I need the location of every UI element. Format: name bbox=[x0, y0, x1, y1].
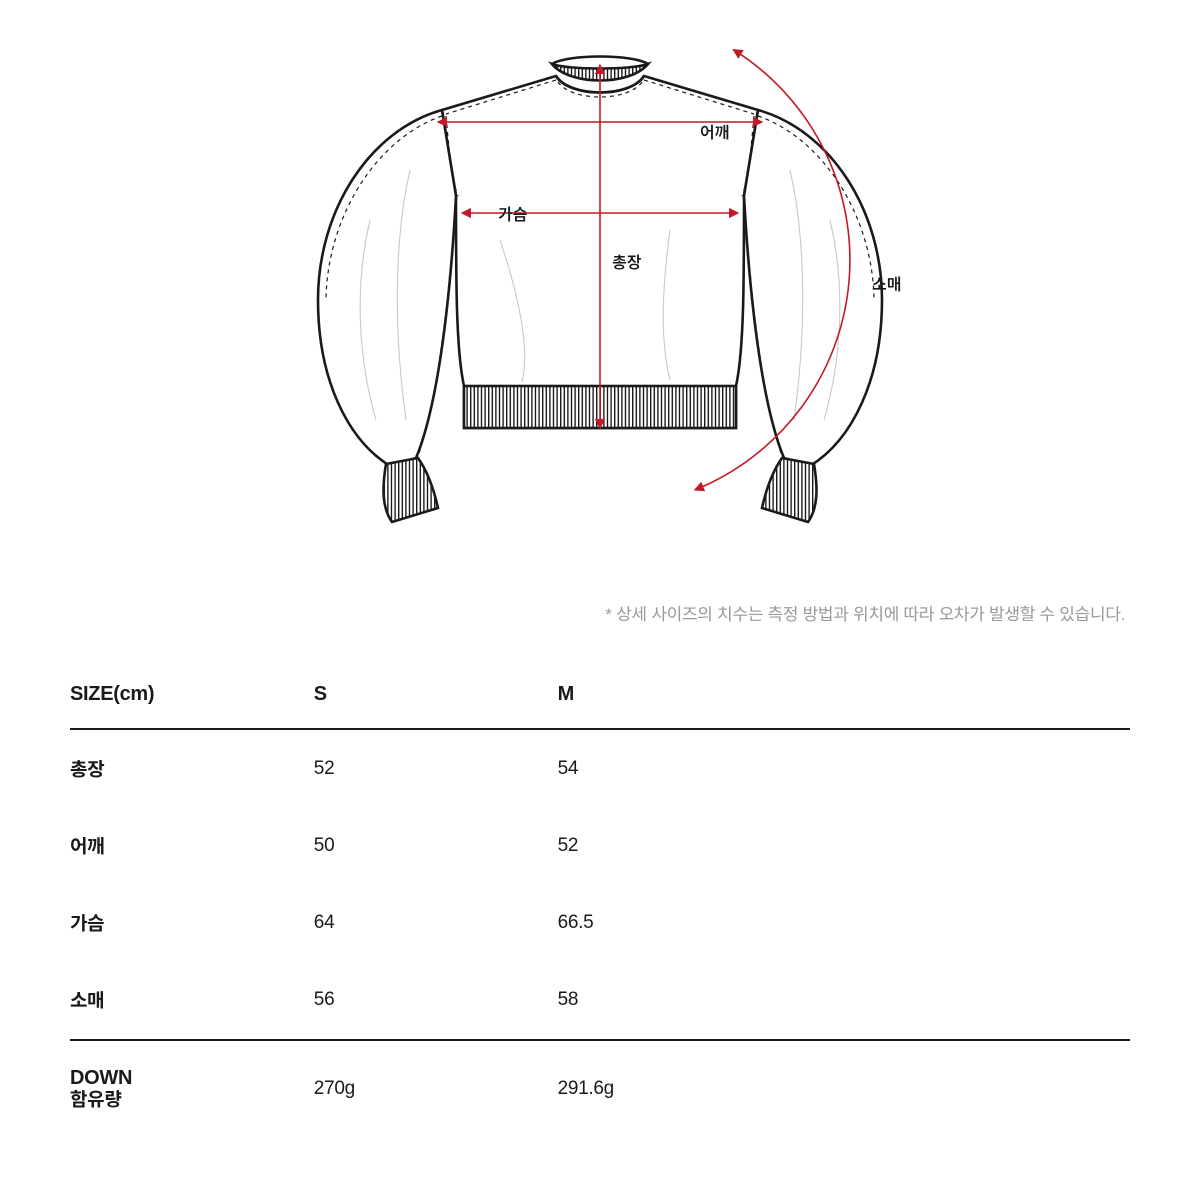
row-label: 어깨 bbox=[70, 807, 314, 884]
row-val-s: 56 bbox=[314, 961, 558, 1040]
measure-label-shoulder: 어깨 bbox=[700, 124, 729, 142]
row-val-s: 64 bbox=[314, 884, 558, 961]
header-m: M bbox=[558, 665, 1130, 729]
table-row-down: DOWN함유량270g291.6g bbox=[70, 1040, 1130, 1137]
row-label: 총장 bbox=[70, 729, 314, 807]
row-val-s: 50 bbox=[314, 807, 558, 884]
measure-label-chest: 가슴 bbox=[498, 206, 527, 224]
measure-label-sleeve: 소매 bbox=[872, 276, 901, 294]
garment-diagram: 어깨가슴총장소매 bbox=[200, 20, 1000, 540]
row-val-m: 52 bbox=[558, 807, 1130, 884]
table-row: 어깨5052 bbox=[70, 807, 1130, 884]
table-row: 가슴6466.5 bbox=[70, 884, 1130, 961]
down-label: DOWN함유량 bbox=[70, 1040, 314, 1137]
disclaimer-note: * 상세 사이즈의 치수는 측정 방법과 위치에 따라 오차가 발생할 수 있습… bbox=[605, 600, 1125, 625]
down-val-s: 270g bbox=[314, 1040, 558, 1137]
table-row: 소매5658 bbox=[70, 961, 1130, 1040]
table-row: 총장5254 bbox=[70, 729, 1130, 807]
header-s: S bbox=[314, 665, 558, 729]
row-val-m: 66.5 bbox=[558, 884, 1130, 961]
row-val-m: 58 bbox=[558, 961, 1130, 1040]
header-size: SIZE(cm) bbox=[70, 665, 314, 729]
row-val-s: 52 bbox=[314, 729, 558, 807]
row-label: 가슴 bbox=[70, 884, 314, 961]
row-val-m: 54 bbox=[558, 729, 1130, 807]
size-table: SIZE(cm) S M 총장5254어깨5052가슴6466.5소매5658D… bbox=[70, 665, 1130, 1137]
row-label: 소매 bbox=[70, 961, 314, 1040]
down-val-m: 291.6g bbox=[558, 1040, 1130, 1137]
measure-label-length: 총장 bbox=[612, 254, 642, 272]
